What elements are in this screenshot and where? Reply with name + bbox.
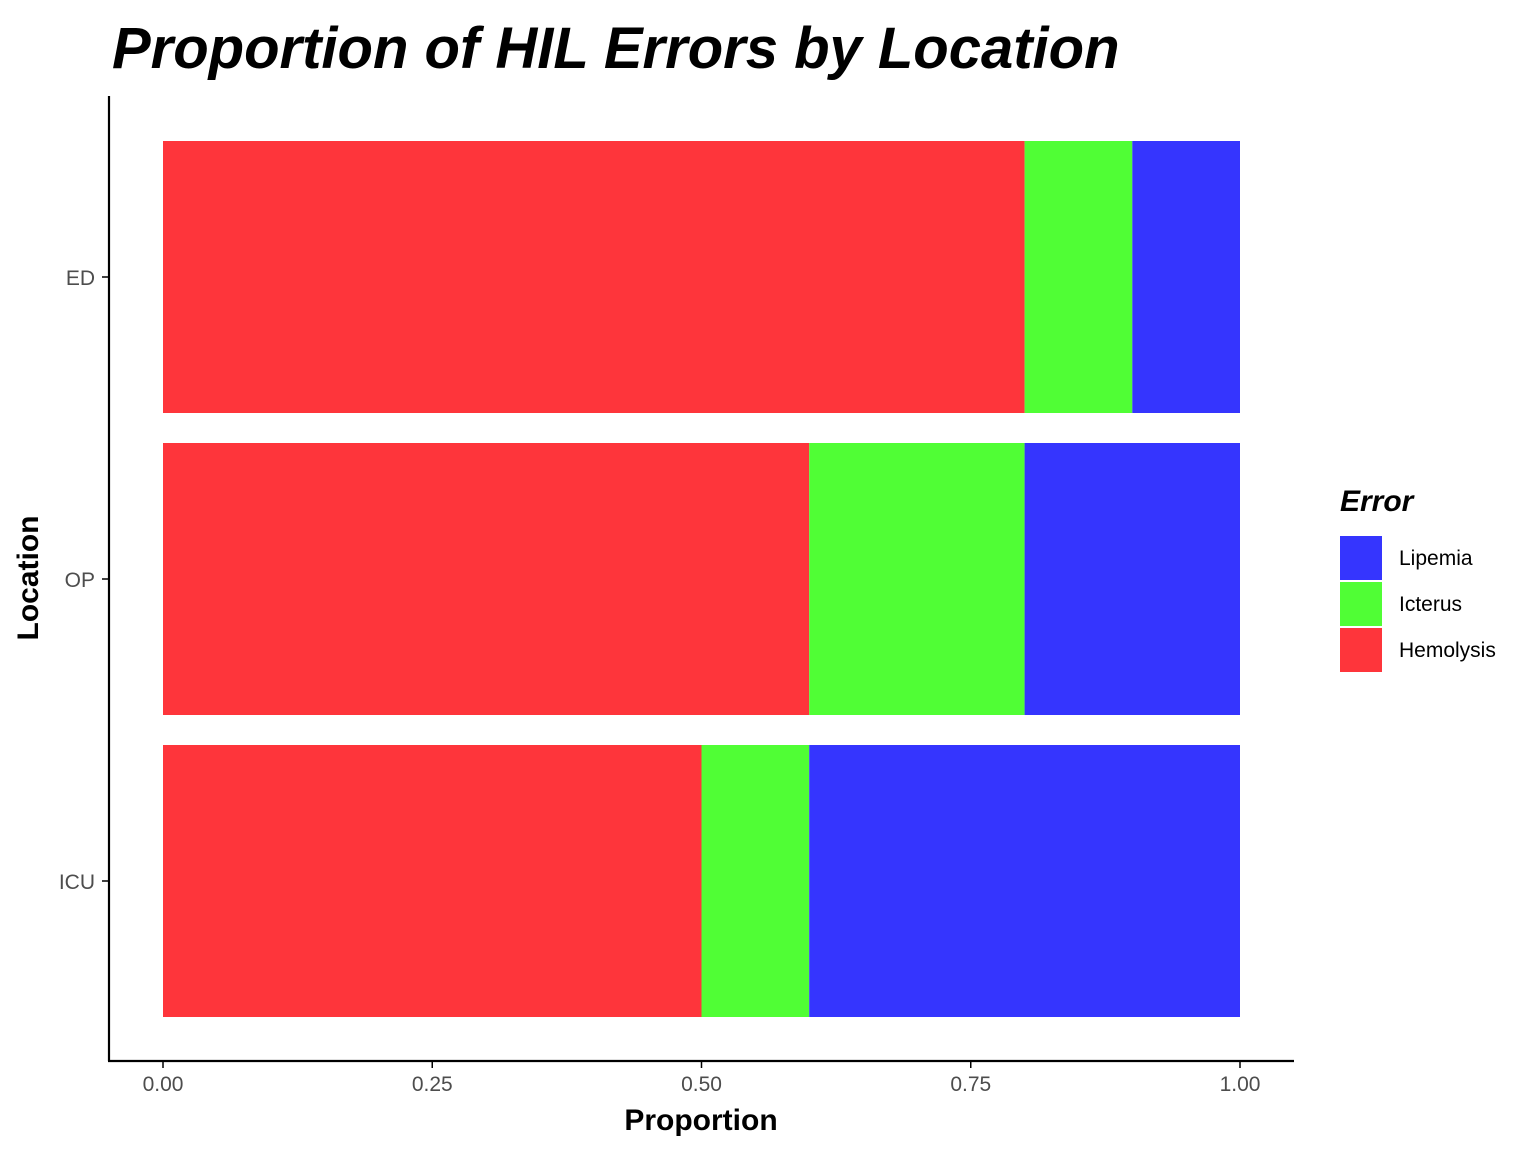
bar-ed-icterus	[1024, 141, 1133, 413]
legend-items: Lipemia Icterus Hemolysis	[1340, 536, 1496, 672]
y-tick-label-op: OP	[65, 569, 95, 592]
legend-label-lipemia: Lipemia	[1399, 547, 1473, 570]
bar-ed-lipemia	[1132, 141, 1240, 413]
bars-layer	[163, 141, 1240, 1017]
y-axis-title: Location	[12, 516, 45, 641]
x-tick-label: 0.50	[681, 1073, 722, 1096]
legend-key-hemolysis	[1340, 628, 1382, 672]
x-tick-label: 0.00	[143, 1073, 184, 1096]
x-tick-label: 0.75	[950, 1073, 991, 1096]
bar-op-hemolysis	[163, 443, 810, 715]
x-ticks-layer: 0.00 0.25 0.50 0.75 1.00	[143, 1061, 1261, 1096]
legend-label-icterus: Icterus	[1399, 593, 1462, 616]
legend-key-lipemia	[1340, 536, 1382, 580]
bar-icu-hemolysis	[163, 745, 702, 1017]
x-axis-title: Proportion	[624, 1104, 777, 1137]
bar-op-lipemia	[1024, 443, 1240, 715]
legend-key-icterus	[1340, 582, 1382, 626]
legend: Error Lipemia Icterus Hemolysis	[1340, 485, 1496, 672]
y-tick-label-ed: ED	[66, 267, 95, 290]
bar-ed-hemolysis	[163, 141, 1025, 413]
legend-label-hemolysis: Hemolysis	[1399, 639, 1496, 662]
bar-icu-lipemia	[809, 745, 1240, 1017]
chart-title: Proportion of HIL Errors by Location	[112, 16, 1120, 81]
bar-op-icterus	[809, 443, 1025, 715]
x-tick-label: 1.00	[1220, 1073, 1261, 1096]
legend-title: Error	[1340, 485, 1416, 518]
x-tick-label: 0.25	[412, 1073, 453, 1096]
y-ticks-layer: ED OP ICU	[59, 267, 109, 894]
y-tick-label-icu: ICU	[59, 871, 95, 894]
bar-icu-icterus	[701, 745, 810, 1017]
